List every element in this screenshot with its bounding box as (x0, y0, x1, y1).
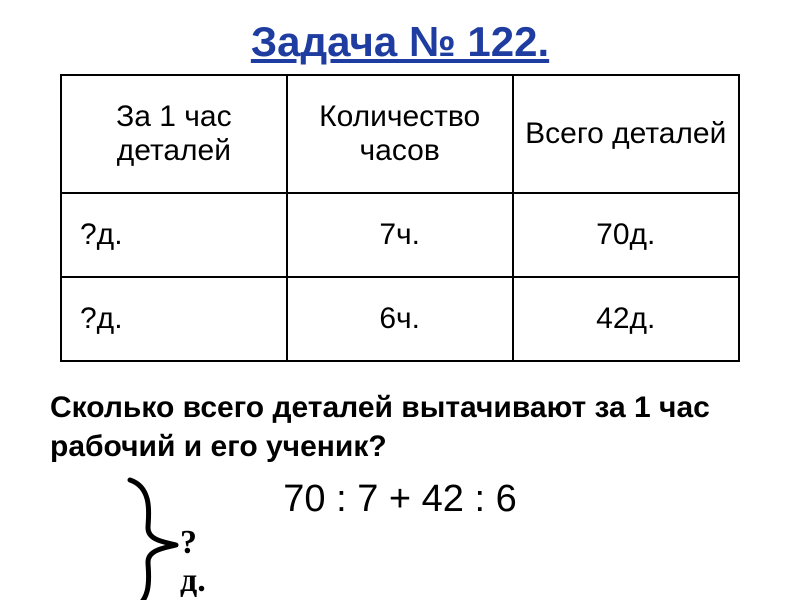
table-container: За 1 час деталей Количество часов Всего … (60, 74, 740, 362)
table-row: ?д. 7ч. 70д. (61, 193, 739, 277)
data-table: За 1 час деталей Количество часов Всего … (60, 74, 740, 362)
col-header-per-hour: За 1 час деталей (61, 75, 287, 193)
expression-text: 70 : 7 + 42 : 6 (50, 478, 750, 521)
cell-r1c3: 70д. (513, 193, 739, 277)
task-title: Задача № 122. (50, 18, 750, 66)
cell-r1c2: 7ч. (287, 193, 513, 277)
cell-r2c1: ?д. (61, 277, 287, 361)
table-row: ?д. 6ч. 42д. (61, 277, 739, 361)
brace-label: ?д. (180, 524, 206, 600)
cell-r1c1: ?д. (61, 193, 287, 277)
table-header-row: За 1 час деталей Количество часов Всего … (61, 75, 739, 193)
page: Задача № 122. За 1 час деталей Количеств… (0, 0, 800, 600)
cell-r2c2: 6ч. (287, 277, 513, 361)
cell-r2c3: 42д. (513, 277, 739, 361)
question-text: Сколько всего деталей вытачивают за 1 ча… (50, 388, 750, 466)
col-header-total: Всего деталей (513, 75, 739, 193)
col-header-hours: Количество часов (287, 75, 513, 193)
